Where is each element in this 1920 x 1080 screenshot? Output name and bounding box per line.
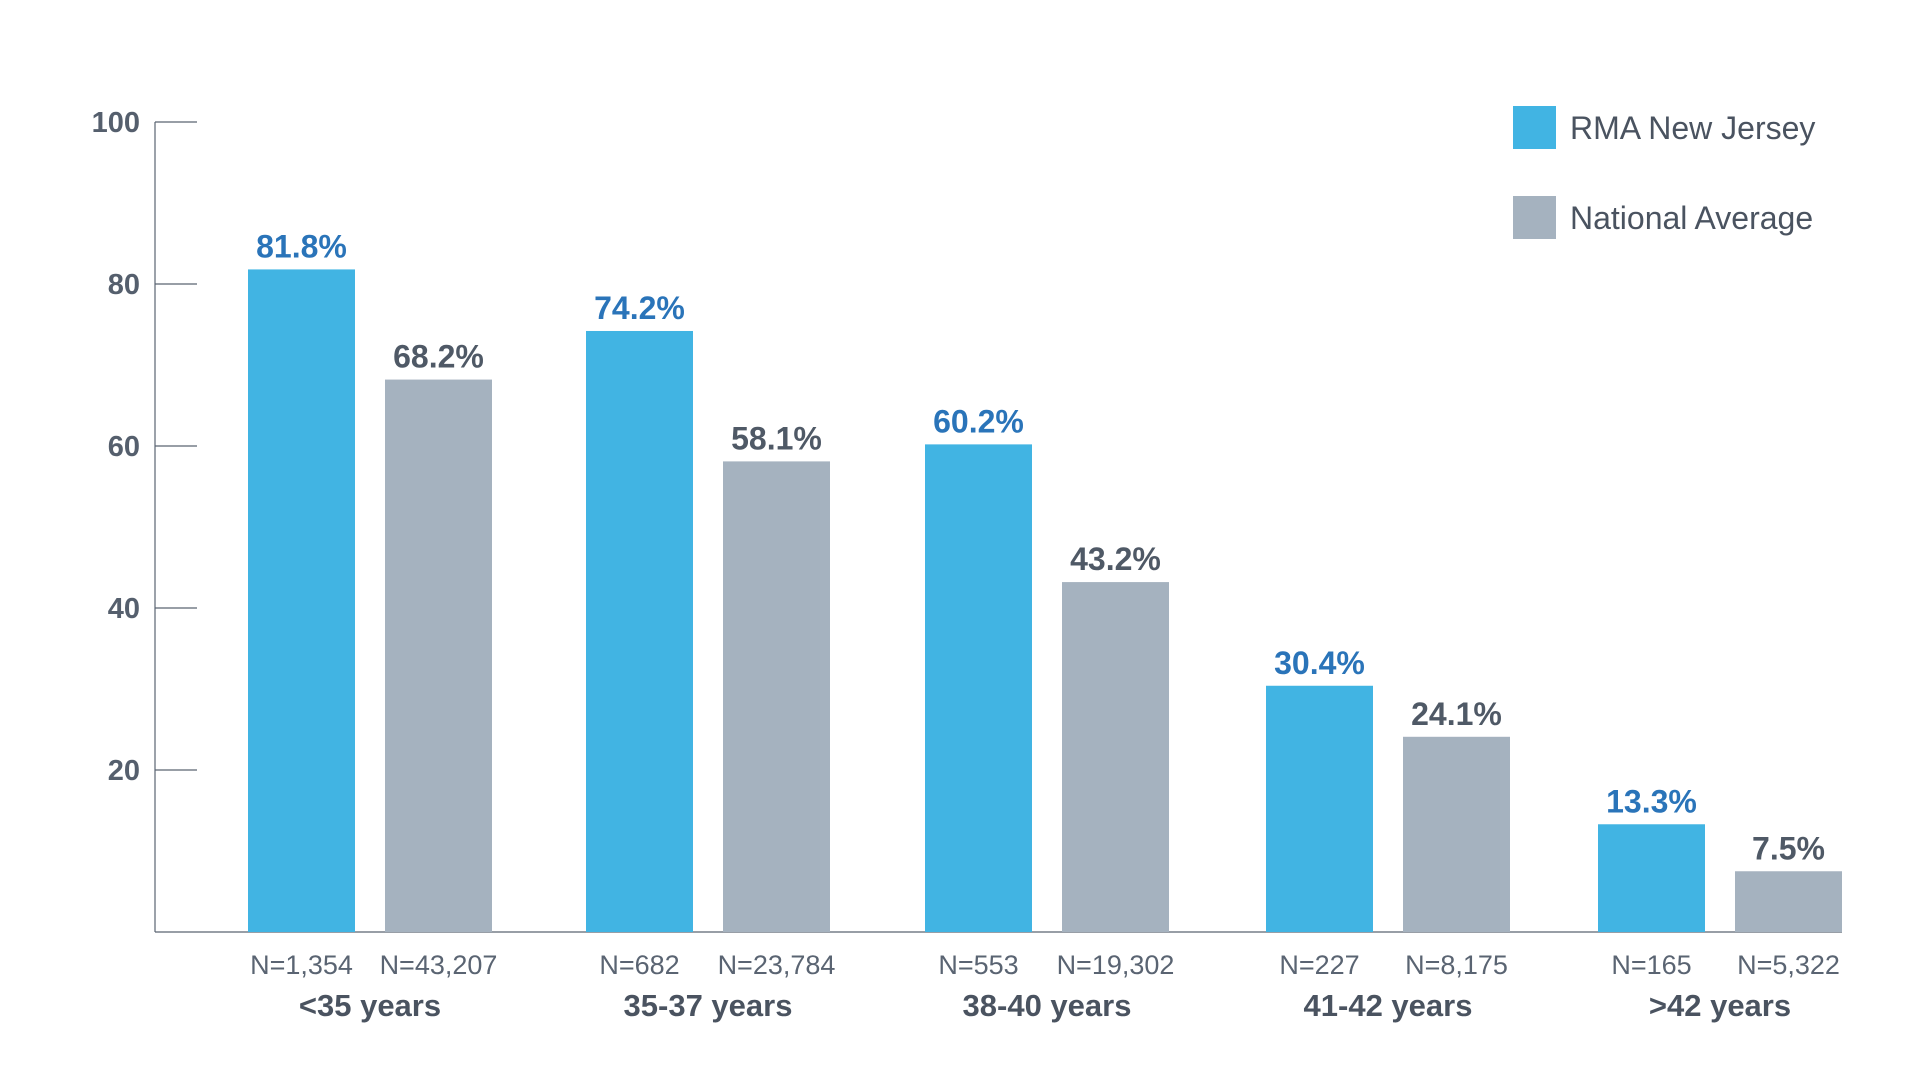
bar-rma <box>925 444 1032 932</box>
n-label: N=5,322 <box>1737 950 1840 980</box>
data-label: 24.1% <box>1411 696 1502 732</box>
category-label: 41-42 years <box>1304 988 1473 1023</box>
bar-rma <box>248 269 355 932</box>
bar-national <box>1403 736 1510 932</box>
n-label: N=23,784 <box>718 950 836 980</box>
y-tick-label: 20 <box>108 755 140 787</box>
bar-national <box>1735 871 1842 932</box>
legend-swatch <box>1513 106 1556 149</box>
category-label: >42 years <box>1649 988 1791 1023</box>
y-tick-label: 80 <box>108 269 140 301</box>
n-label: N=165 <box>1611 950 1691 980</box>
bar-national <box>723 461 830 932</box>
n-label: N=553 <box>938 950 1018 980</box>
legend: RMA New Jersey National Average <box>1513 106 1815 239</box>
category-label: 35-37 years <box>624 988 793 1023</box>
data-label: 30.4% <box>1274 645 1365 681</box>
y-tick-label: 60 <box>108 431 140 463</box>
y-tick-label: 40 <box>108 593 140 625</box>
data-label: 13.3% <box>1606 783 1697 819</box>
data-label: 58.1% <box>731 420 822 456</box>
category-label: 38-40 years <box>963 988 1132 1023</box>
category-label: <35 years <box>299 988 441 1023</box>
n-label: N=682 <box>599 950 679 980</box>
y-tick-label: 100 <box>92 107 140 139</box>
n-label: N=1,354 <box>250 950 353 980</box>
data-label: 81.8% <box>256 228 347 264</box>
n-label: N=43,207 <box>380 950 498 980</box>
n-label: N=227 <box>1279 950 1359 980</box>
bar-national <box>385 379 492 933</box>
n-label: N=8,175 <box>1405 950 1508 980</box>
bar-rma <box>586 330 693 933</box>
legend-label: National Average <box>1570 200 1813 236</box>
data-label: 43.2% <box>1070 541 1161 577</box>
data-label: 74.2% <box>594 290 685 326</box>
bars: 81.8% 68.2% 74.2% 58.1% 60.2% 43.2% 30.4% 24.1%… <box>248 228 1842 933</box>
data-label: 60.2% <box>933 403 1024 439</box>
x-axis: N=1,354 N=43,207 <35 years N=682 N=23,784 35-… <box>155 931 1842 1023</box>
legend-swatch <box>1513 196 1556 239</box>
bar-rma <box>1598 824 1705 932</box>
n-label: N=19,302 <box>1057 950 1175 980</box>
legend-label: RMA New Jersey <box>1570 110 1815 146</box>
bar-rma <box>1266 685 1373 932</box>
y-axis: 20 40 60 80 100 <box>92 107 197 932</box>
data-label: 7.5% <box>1752 830 1825 866</box>
bar-national <box>1062 582 1169 932</box>
data-label: 68.2% <box>393 339 484 375</box>
